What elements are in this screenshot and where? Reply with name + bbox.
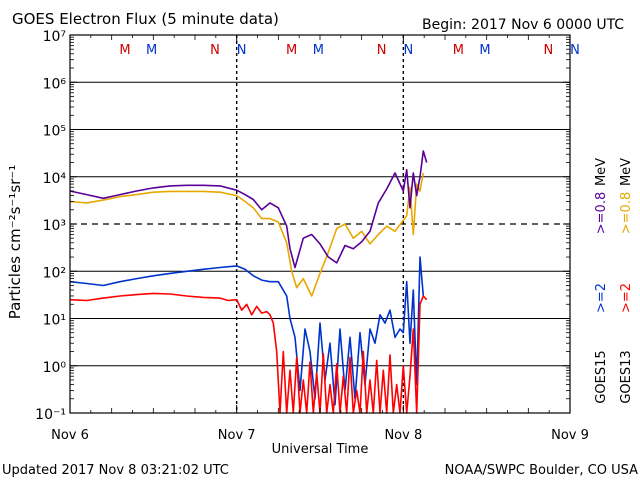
legend-satellite-0: GOES15 [594, 350, 609, 403]
y-tick-label-5: 10⁴ [43, 171, 67, 187]
chart-title: GOES Electron Flux (5 minute data) [12, 10, 279, 28]
y-tick-label-3: 10² [43, 265, 66, 281]
y-tick-label-0: 10⁻¹ [35, 407, 66, 423]
event-marker-3: N [237, 43, 247, 58]
grid-layer [70, 35, 570, 413]
y-axis-label: Particles cm⁻²s⁻¹sr⁻¹ [6, 165, 24, 319]
event-marker-6: N [377, 43, 387, 58]
event-marker-9: M [479, 43, 490, 58]
series-line-3 [69, 292, 428, 414]
series-line-1 [69, 172, 425, 297]
event-marker-0: M [119, 43, 130, 58]
x-axis-label: Universal Time [272, 442, 369, 457]
y-tick-label-7: 10⁶ [43, 76, 67, 92]
event-marker-2: N [210, 43, 220, 58]
plot-frame [69, 34, 571, 414]
event-marker-8: M [453, 43, 464, 58]
x-tick-label-0: Nov 6 [51, 428, 89, 443]
footer-source: NOAA/SWPC Boulder, CO USA [445, 463, 638, 478]
y-tick-label-4: 10³ [43, 218, 66, 234]
x-axis-ticks: Nov 6 Nov 7 Nov 8 Nov 9 [51, 35, 589, 443]
series-layer [69, 150, 428, 414]
x-tick-label-1: Nov 7 [218, 428, 256, 443]
event-marker-10: N [543, 43, 553, 58]
y-tick-label-1: 10⁰ [43, 360, 67, 376]
legend-unit-1: MeV [619, 158, 634, 186]
x-tick-label-3: Nov 9 [551, 428, 589, 443]
series-line-2 [69, 256, 425, 406]
x-tick-label-2: Nov 8 [384, 428, 422, 443]
legend-item-0-0: >=2 [594, 283, 609, 313]
begin-label: Begin: 2017 Nov 6 0000 UTC [422, 17, 624, 33]
legend-item-0-1: >=0.8 [594, 192, 609, 234]
footer-updated: Updated 2017 Nov 8 03:21:02 UTC [2, 463, 229, 478]
legend: GOES15 >=2 >=0.8 MeV GOES13 >=2 >=0.8 MeV [594, 158, 634, 404]
legend-item-1-1: >=0.8 [619, 192, 634, 234]
legend-item-1-0: >=2 [619, 283, 634, 313]
legend-satellite-1: GOES13 [619, 350, 634, 403]
event-marker-5: M [313, 43, 324, 58]
event-marker-7: N [403, 43, 413, 58]
event-marker-11: N [570, 43, 580, 58]
legend-unit-0: MeV [594, 158, 609, 186]
series-line-0 [69, 150, 428, 269]
event-marker-4: M [286, 43, 297, 58]
y-tick-label-6: 10⁵ [43, 124, 66, 140]
event-marker-1: M [146, 43, 157, 58]
y-tick-label-2: 10¹ [43, 313, 66, 329]
y-tick-label-8: 10⁷ [43, 29, 66, 45]
y-axis-ticks: 10⁻¹ 10⁰ 10¹ 10² 10³ 10⁴ 10⁵ 10⁶ 10⁷ [35, 29, 570, 423]
